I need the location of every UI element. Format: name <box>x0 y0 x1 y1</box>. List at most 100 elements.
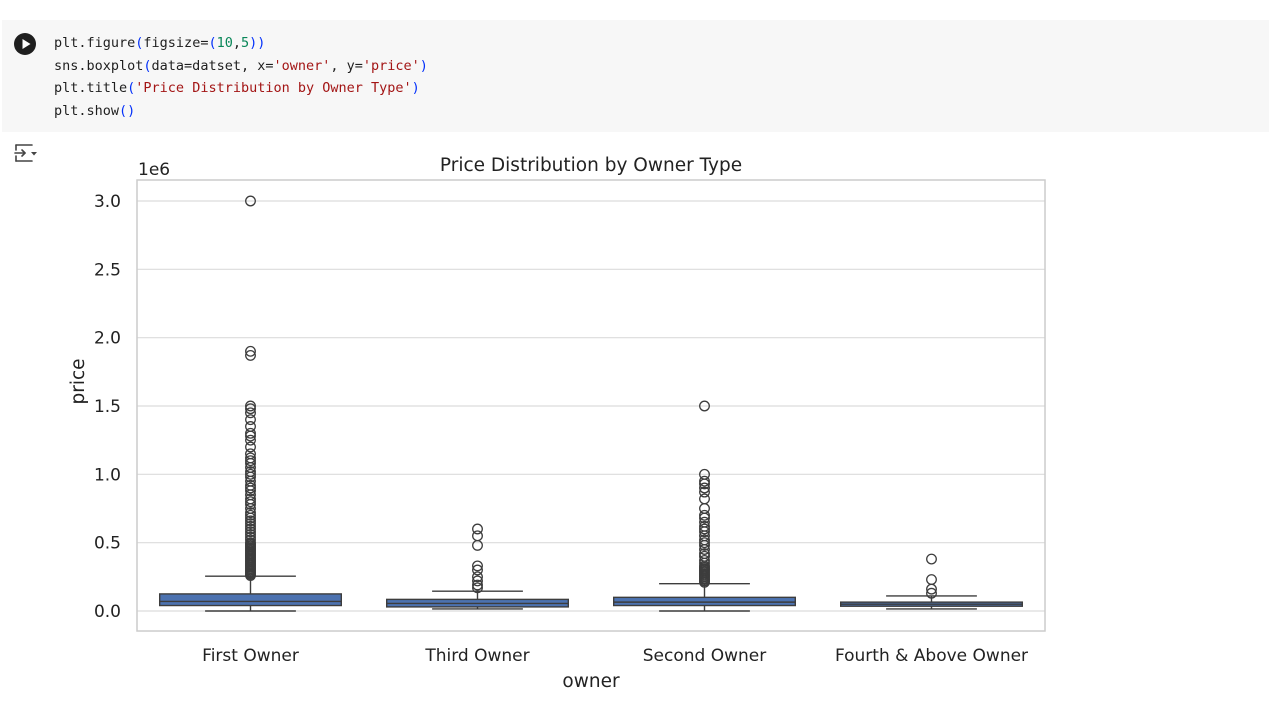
outlier-point <box>245 414 256 426</box>
outlier-point <box>245 195 256 207</box>
outlier-point <box>245 493 256 505</box>
outlier-point <box>245 526 256 538</box>
outlier-point <box>699 468 710 480</box>
outlier-point <box>472 523 483 535</box>
code-token: sns.boxplot <box>54 57 144 74</box>
y-tick-label: 3.0 <box>94 192 121 212</box>
code-token: () <box>119 102 136 119</box>
outlier-point <box>245 434 256 446</box>
y-tick-label: 1.5 <box>94 397 121 417</box>
code-token: plt.show <box>54 102 120 119</box>
outlier-point <box>699 548 710 560</box>
outlier-point <box>245 421 256 432</box>
code-token: 10 <box>216 35 233 51</box>
code-token: ) <box>419 57 428 74</box>
outlier-point <box>472 571 483 583</box>
outlier-point <box>245 455 256 467</box>
y-tick-label: 2.0 <box>94 329 121 349</box>
y-tick-label: 0.5 <box>94 534 121 554</box>
outlier-point <box>245 509 256 521</box>
x-axis-label: owner <box>562 671 620 692</box>
x-tick-label: Fourth & Above Owner <box>835 646 1028 666</box>
outlier-point <box>699 550 710 562</box>
outlier-point <box>699 493 710 505</box>
code-token: , y= <box>330 57 363 74</box>
code-token: ( <box>135 35 144 51</box>
outlier-point <box>699 520 710 532</box>
code-token: plt.figure <box>54 35 136 51</box>
outlier-point <box>699 534 710 546</box>
code-token: ) <box>411 80 420 96</box>
code-token: 'owner' <box>273 57 331 74</box>
code-token: plt.title <box>54 80 128 96</box>
outlier-point <box>245 515 256 527</box>
code-token: ( <box>127 80 136 96</box>
y-tick-label: 2.5 <box>94 260 121 280</box>
outlier-point <box>472 579 483 591</box>
outlier-point <box>245 441 256 453</box>
plot-frame <box>136 179 1046 632</box>
outlier-point <box>245 407 256 419</box>
code-token: , <box>232 35 241 51</box>
code-token: data=datset, x= <box>151 57 274 74</box>
outlier-point <box>472 582 483 594</box>
outlier-point <box>699 537 710 549</box>
outlier-point <box>926 553 937 565</box>
y-tick-label: 0.0 <box>94 602 121 622</box>
code-token: )) <box>249 35 266 51</box>
code-editor[interactable]: plt.figure(figsize=(10,5)) sns.boxplot(d… <box>54 32 428 122</box>
outlier-point <box>245 520 256 532</box>
outlier-point <box>245 531 256 543</box>
outlier-point <box>699 523 710 535</box>
outlier-point <box>245 496 256 508</box>
outlier-point <box>245 523 256 535</box>
outlier-point <box>699 400 710 412</box>
outlier-point <box>699 482 710 494</box>
outlier-point <box>245 507 256 519</box>
outlier-point <box>926 574 937 586</box>
code-line: sns.boxplot(data=datset, x='owner', y='p… <box>54 58 428 74</box>
outlier-point <box>245 518 256 529</box>
outlier-point <box>245 537 256 549</box>
code-token: 'Price Distribution by Owner Type' <box>135 80 412 96</box>
outlier-point <box>245 534 256 546</box>
code-token: ( <box>143 57 152 74</box>
outlier-point <box>245 400 256 412</box>
x-tick-label: First Owner <box>202 646 299 666</box>
code-cell[interactable]: plt.figure(figsize=(10,5)) sns.boxplot(d… <box>2 20 1269 132</box>
y-axis-label: price <box>68 358 89 404</box>
outlier-point <box>472 575 483 587</box>
box-iqr <box>158 593 343 607</box>
outlier-point <box>245 466 256 478</box>
outlier-point <box>245 482 256 494</box>
outlier-point <box>245 345 256 357</box>
x-tick-label: Second Owner <box>643 646 766 666</box>
y-offset-label: 1e6 <box>138 160 170 180</box>
y-tick-label: 1.0 <box>94 465 121 485</box>
outlier-point <box>245 349 256 361</box>
play-circle-icon[interactable] <box>14 33 36 55</box>
outlier-point <box>699 509 710 521</box>
outlier-point <box>245 448 256 460</box>
outlier-point <box>245 403 256 415</box>
outlier-point <box>472 564 483 576</box>
boxplot-chart: 0.0 0.5 1.0 1.5 2.0 2.5 3.0 First Owner Third Ow… <box>68 155 1046 692</box>
outlier-point <box>245 529 256 540</box>
code-token: 5 <box>241 35 250 51</box>
outlier-point <box>245 468 256 480</box>
chart-title: Price Distribution by Owner Type <box>440 155 742 176</box>
outlier-point <box>699 516 710 528</box>
code-token: figsize= <box>143 35 209 51</box>
outlier-point <box>926 587 937 599</box>
output-toggle-icon[interactable] <box>13 141 37 165</box>
outlier-point <box>245 427 256 439</box>
code-line: plt.title('Price Distribution by Owner T… <box>54 80 420 96</box>
outlier-point <box>699 554 710 566</box>
outlier-point <box>699 486 710 498</box>
code-line: plt.figure(figsize=(10,5)) <box>54 35 265 51</box>
outlier-point <box>472 530 483 542</box>
outlier-point <box>699 475 710 487</box>
code-token: 'price' <box>362 57 420 74</box>
outlier-point <box>245 479 256 491</box>
outlier-point <box>472 560 483 572</box>
